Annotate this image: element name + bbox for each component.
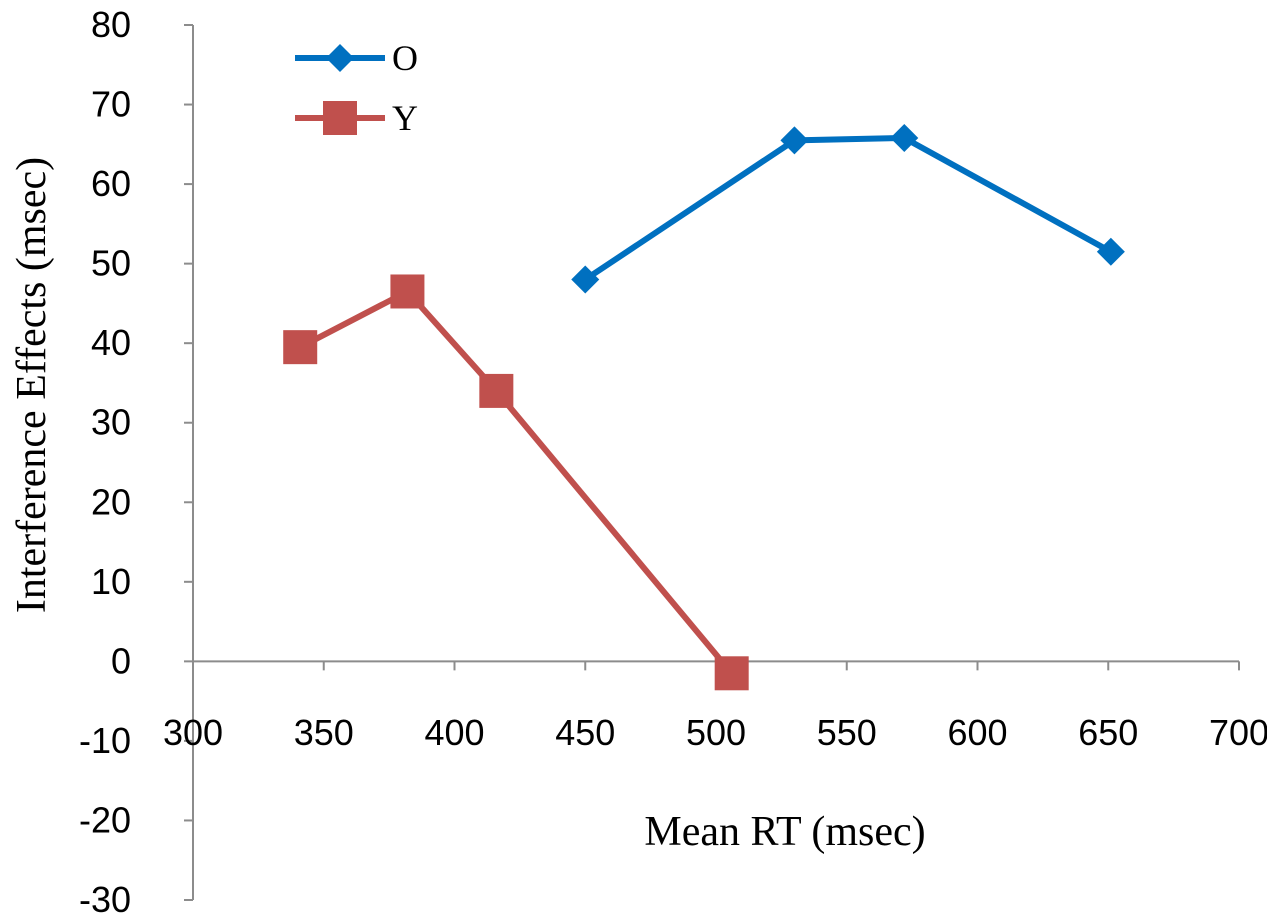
data-point-o xyxy=(571,265,600,294)
data-point-y xyxy=(479,373,514,408)
y-axis-title: Interference Effects (msec) xyxy=(9,157,55,613)
legend-marker-o xyxy=(326,44,354,72)
series-line-o xyxy=(583,134,1113,283)
data-point-o xyxy=(890,123,919,152)
data-point-y xyxy=(714,656,749,691)
x-tick-label: 700 xyxy=(1209,712,1267,753)
y-tick-label: -30 xyxy=(79,879,131,920)
series-layer xyxy=(283,123,1125,691)
y-tick-label: 10 xyxy=(91,561,131,602)
x-tick-label: 350 xyxy=(294,712,354,753)
y-tick-label: 0 xyxy=(111,640,131,681)
x-tick-label: 500 xyxy=(686,712,746,753)
y-tick-label: 40 xyxy=(91,322,131,363)
x-tick-label: 400 xyxy=(424,712,484,753)
y-tick-label: 70 xyxy=(91,84,131,125)
y-tick-label: -10 xyxy=(79,720,131,761)
y-tick-label: 50 xyxy=(91,243,131,284)
y-axis: -30 -20 -10 0 10 20 30 40 50 60 70 80 xyxy=(79,4,194,920)
data-point-o xyxy=(1096,237,1125,266)
y-tick-label: 80 xyxy=(91,4,131,45)
x-tick-label: 450 xyxy=(555,712,615,753)
series-line-y xyxy=(298,288,734,676)
y-tick-label: 20 xyxy=(91,481,131,522)
legend-label-y: Y xyxy=(392,98,418,138)
y-tick-label: -20 xyxy=(79,799,131,840)
data-point-y xyxy=(283,330,318,365)
x-tick-label: 600 xyxy=(947,712,1007,753)
legend: OY xyxy=(295,38,418,138)
x-tick-label: 300 xyxy=(163,712,223,753)
data-point-y xyxy=(390,274,425,309)
y-tick-label: 30 xyxy=(91,402,131,443)
x-tick-label: 650 xyxy=(1078,712,1138,753)
legend-label-o: O xyxy=(392,38,418,78)
data-point-o xyxy=(780,126,809,155)
x-axis-title: Mean RT (msec) xyxy=(644,809,925,855)
x-tick-label: 550 xyxy=(817,712,877,753)
y-tick-label: 60 xyxy=(91,163,131,204)
legend-marker-y xyxy=(323,101,357,135)
